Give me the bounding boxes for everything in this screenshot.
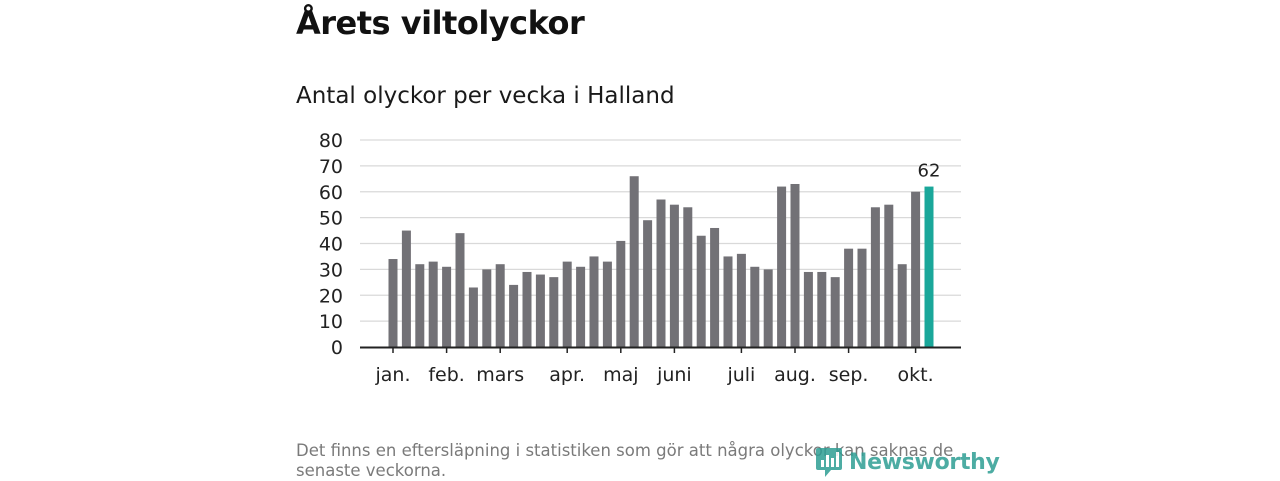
x-tick-label: maj — [603, 364, 638, 386]
y-tick-label: 80 — [319, 130, 343, 152]
data-labels: 62 — [918, 161, 941, 182]
bar — [643, 220, 653, 347]
bar — [455, 233, 465, 347]
bar — [522, 271, 532, 347]
logo-text: Newsworthy — [849, 449, 1000, 475]
bar — [683, 207, 693, 347]
y-tick-label: 50 — [319, 208, 343, 230]
bar — [589, 256, 599, 347]
bar — [763, 269, 773, 347]
bar — [669, 204, 679, 347]
y-axis-ticks: 0 10 20 30 40 50 60 70 80 — [319, 130, 343, 359]
bar — [736, 253, 746, 347]
bar — [817, 271, 827, 347]
x-tick-label: mars — [476, 364, 524, 386]
y-tick-label: 20 — [319, 285, 343, 307]
bar — [790, 183, 800, 347]
bar — [616, 240, 626, 347]
bar — [509, 284, 519, 347]
bar-highlight — [924, 186, 934, 347]
highlight-data-label: 62 — [918, 161, 941, 182]
bar — [428, 261, 438, 347]
y-tick-label: 30 — [319, 259, 343, 281]
y-tick-label: 60 — [319, 182, 343, 204]
x-tick-label: apr. — [549, 364, 585, 386]
footnote: Det finns en eftersläpning i statistiken… — [296, 441, 954, 480]
y-tick-label: 10 — [319, 311, 343, 333]
bar — [549, 277, 559, 347]
x-tick-label: aug. — [774, 364, 816, 386]
bar — [482, 269, 492, 347]
bars — [388, 176, 934, 347]
bar — [803, 271, 813, 347]
bar-chart: 0 10 20 30 40 50 60 70 80 jan. feb. mars apr. maj jun… — [319, 130, 961, 386]
chart-subtitle: Antal olyckor per vecka i Halland — [296, 83, 675, 109]
bar — [388, 259, 398, 347]
bar — [830, 277, 840, 347]
bar — [495, 264, 505, 347]
bar — [562, 261, 572, 347]
bar — [602, 261, 612, 347]
bar — [696, 235, 706, 347]
bar — [911, 191, 921, 347]
newsworthy-logo: Newsworthy — [815, 446, 1000, 478]
bar — [710, 227, 720, 347]
x-tick-label: feb. — [428, 364, 464, 386]
bar — [884, 204, 894, 347]
x-axis-ticks: jan. feb. mars apr. maj juni juli aug. sep. okt. — [374, 347, 934, 386]
bar — [870, 207, 880, 347]
bar — [629, 176, 639, 347]
y-tick-label: 70 — [319, 156, 343, 178]
chart-title: Årets viltolyckor — [296, 4, 585, 42]
y-tick-label: 40 — [319, 234, 343, 256]
bar — [535, 274, 545, 347]
bar — [468, 287, 478, 347]
bar — [844, 248, 854, 347]
bar — [750, 266, 760, 347]
bar — [415, 264, 425, 347]
x-tick-label: juni — [656, 364, 692, 386]
bar — [857, 248, 867, 347]
x-tick-label: sep. — [829, 364, 869, 386]
bar — [723, 256, 733, 347]
bar — [777, 186, 787, 347]
x-tick-label: jan. — [374, 364, 410, 386]
bar — [897, 264, 907, 347]
bar — [576, 266, 586, 347]
x-tick-label: okt. — [898, 364, 934, 386]
x-tick-label: juli — [726, 364, 755, 386]
bar — [401, 230, 411, 347]
y-tick-label: 0 — [331, 337, 343, 359]
bar — [442, 266, 452, 347]
newsworthy-logo-icon — [816, 448, 842, 477]
bar — [656, 199, 666, 347]
